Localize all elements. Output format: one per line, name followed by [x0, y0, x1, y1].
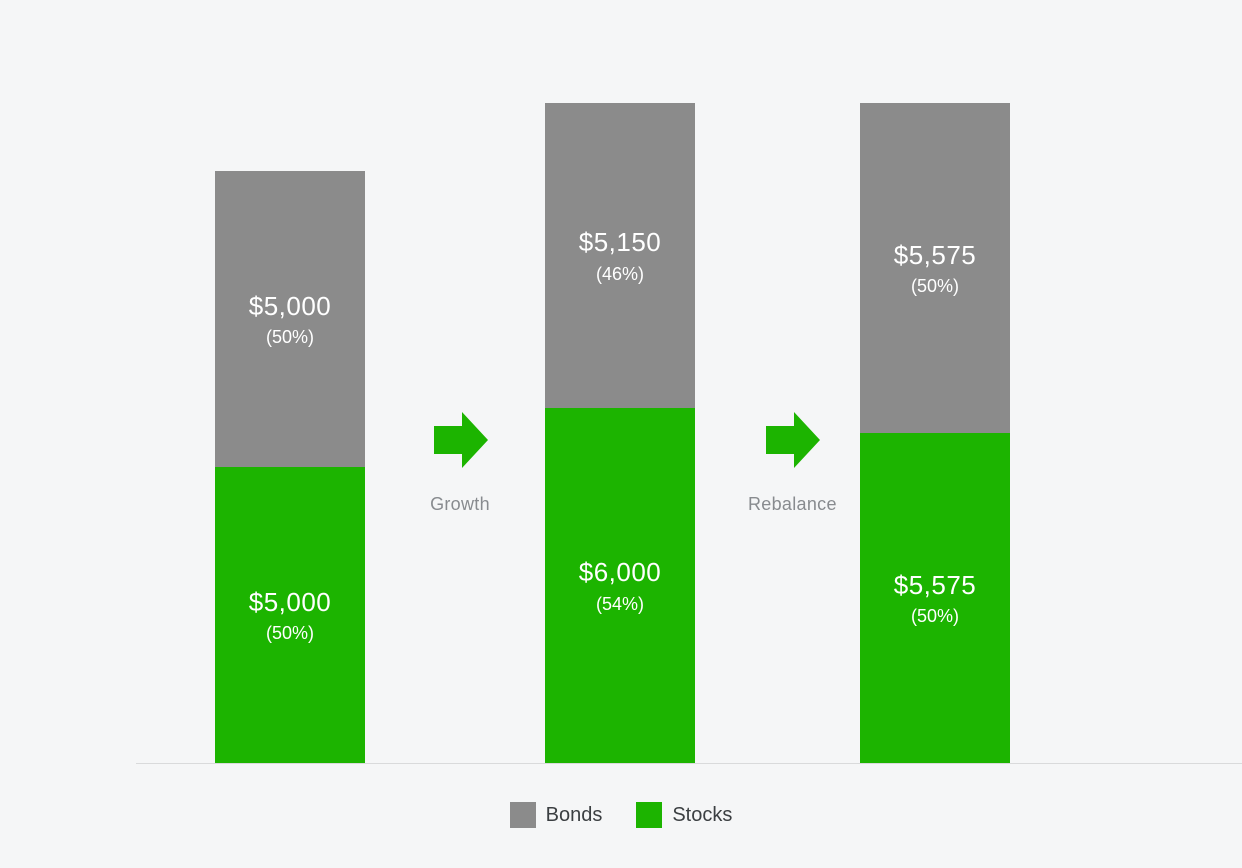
transition-arrow: Growth — [428, 408, 492, 515]
legend-item-bonds: Bonds — [510, 802, 603, 828]
amount-label: $6,000 — [579, 556, 662, 589]
swatch-stocks — [636, 802, 662, 828]
arrow-label: Rebalance — [748, 494, 837, 515]
chart-stage: $5,000 (50%) $5,000 (50%) $6,000 (54%) $5,150 (… — [0, 0, 1242, 868]
pct-label: (46%) — [596, 263, 644, 286]
arrow-right-icon — [428, 408, 492, 472]
pct-label: (50%) — [266, 326, 314, 349]
segment-stocks: $5,000 (50%) — [215, 467, 365, 763]
stacked-bar: $6,000 (54%) $5,150 (46%) — [545, 103, 695, 763]
arrow-right-icon — [760, 408, 824, 472]
segment-bonds: $5,150 (46%) — [545, 103, 695, 408]
amount-label: $5,000 — [249, 586, 332, 619]
arrow-label: Growth — [430, 494, 490, 515]
legend: Bonds Stocks — [0, 802, 1242, 828]
legend-label: Bonds — [546, 804, 603, 827]
segment-bonds: $5,575 (50%) — [860, 103, 1010, 433]
swatch-bonds — [510, 802, 536, 828]
pct-label: (54%) — [596, 593, 644, 616]
pct-label: (50%) — [266, 622, 314, 645]
stacked-bar: $5,000 (50%) $5,000 (50%) — [215, 171, 365, 763]
amount-label: $5,575 — [894, 569, 977, 602]
baseline — [136, 763, 1242, 764]
amount-label: $5,575 — [894, 239, 977, 272]
segment-stocks: $5,575 (50%) — [860, 433, 1010, 763]
amount-label: $5,150 — [579, 226, 662, 259]
segment-bonds: $5,000 (50%) — [215, 171, 365, 467]
pct-label: (50%) — [911, 605, 959, 628]
amount-label: $5,000 — [249, 290, 332, 323]
transition-arrow: Rebalance — [748, 408, 837, 515]
stacked-bar: $5,575 (50%) $5,575 (50%) — [860, 103, 1010, 763]
legend-label: Stocks — [672, 804, 732, 827]
pct-label: (50%) — [911, 275, 959, 298]
segment-stocks: $6,000 (54%) — [545, 408, 695, 763]
legend-item-stocks: Stocks — [636, 802, 732, 828]
